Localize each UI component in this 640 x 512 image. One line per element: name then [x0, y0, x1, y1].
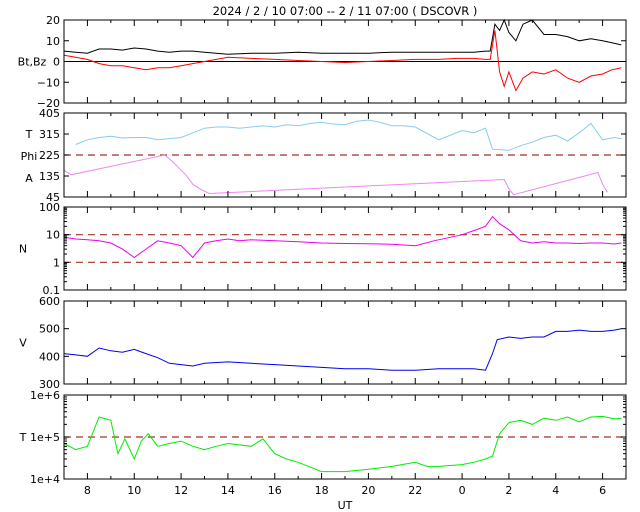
bfield-y-tick-label: −10: [37, 76, 60, 89]
speed-series-line: [63, 328, 622, 371]
density-y-tick-label: 100: [39, 201, 60, 214]
x-tick-label: 8: [84, 484, 91, 497]
density-y-tick-label: 0.1: [43, 284, 61, 297]
bfield-y-tick-label: −20: [37, 97, 60, 110]
x-tick-label: 22: [408, 484, 422, 497]
speed-y-tick-label: 300: [39, 378, 60, 391]
x-tick-label: 16: [268, 484, 282, 497]
x-axis-label: UT: [338, 499, 353, 512]
phi-series-line: [75, 119, 622, 151]
x-tick-label: 6: [599, 484, 606, 497]
temperature-series-line: [63, 415, 622, 473]
x-tick-label: 20: [361, 484, 375, 497]
x-tick-label: 2: [505, 484, 512, 497]
x-tick-label: 18: [315, 484, 329, 497]
speed-y-tick-label: 400: [39, 350, 60, 363]
chart-title: 2024 / 2 / 10 07:00 -- 2 / 11 07:00 ( DS…: [213, 4, 478, 18]
temperature-y-tick-label: 1e+4: [30, 473, 60, 486]
phi-series-line: [63, 154, 608, 196]
x-tick-label: 4: [552, 484, 559, 497]
temperature-y-tick-label: 1e+6: [30, 389, 60, 402]
phi-y-tick-label: 135: [39, 170, 60, 183]
density-frame: [63, 206, 627, 291]
x-tick-label: 12: [174, 484, 188, 497]
bfield-series-line: [63, 30, 622, 92]
density-y-tick-label: 1: [53, 256, 60, 269]
phi-y-axis-label: Phi: [21, 150, 38, 163]
bfield-y-tick-label: 0: [53, 56, 60, 69]
density-y-axis-label: N: [19, 243, 27, 256]
phi-y-tick-label: 315: [39, 128, 60, 141]
phi-y-tick-label: 405: [39, 107, 60, 120]
density-y-tick-label: 10: [46, 229, 60, 242]
density-series-line: [63, 215, 622, 259]
speed-y-tick-label: 600: [39, 295, 60, 308]
temperature-y-tick-label: 1e+5: [30, 431, 60, 444]
bfield-y-tick-label: 20: [46, 14, 60, 27]
phi-y-axis-label: A: [25, 172, 33, 185]
bfield-y-tick-label: 10: [46, 35, 60, 48]
speed-y-tick-label: 500: [39, 323, 60, 336]
speed-y-axis-label: V: [19, 337, 27, 350]
phi-y-tick-label: 225: [39, 149, 60, 162]
bfield-y-axis-label: Bt,Bz: [18, 56, 47, 69]
x-tick-label: 14: [221, 484, 235, 497]
chart-panels: −20−1001020Bt,Bz45135225315405TPhiA0.111…: [18, 14, 627, 497]
speed-frame: [63, 300, 627, 385]
phi-y-tick-label: 45: [46, 191, 60, 204]
x-tick-label: 0: [459, 484, 466, 497]
bfield-series-line: [63, 18, 622, 55]
phi-y-axis-label: T: [25, 128, 33, 141]
x-tick-label: 10: [127, 484, 141, 497]
temperature-y-axis-label: T: [19, 431, 27, 444]
